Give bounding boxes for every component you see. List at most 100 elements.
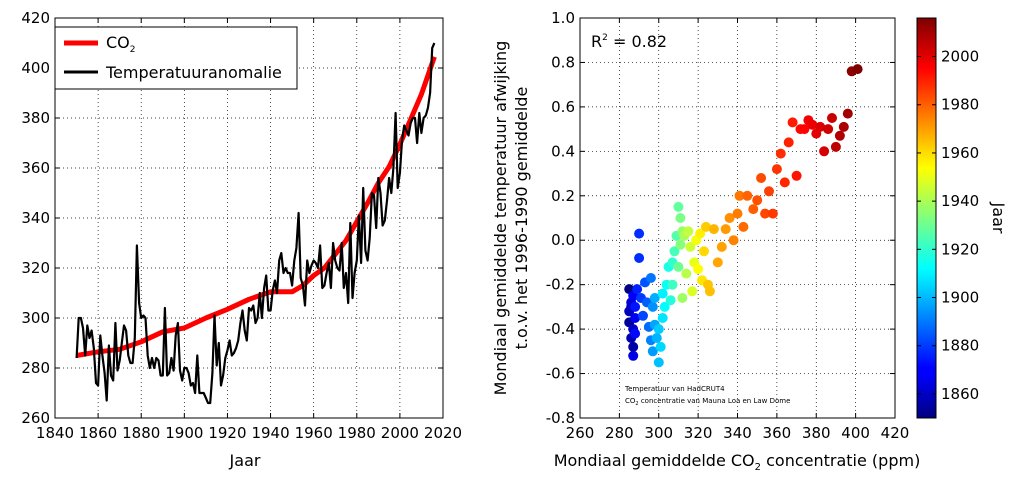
scatter-point [815, 121, 826, 132]
scatter-point [651, 333, 662, 343]
scatter-point [838, 121, 849, 132]
scatter-point [748, 204, 759, 215]
line-chart-legend: CO2 Temperatuuranomalie [54, 26, 298, 90]
x-tick-label: 380 [802, 424, 831, 442]
scatter-point [683, 226, 694, 237]
colorbar-tick-label: 1980 [941, 96, 979, 114]
y-tick-label: 0.4 [551, 142, 575, 160]
scatter-point [775, 148, 786, 159]
scatter-point [732, 208, 743, 219]
scatter-point [681, 268, 692, 279]
y-tick-label: 0.8 [551, 53, 575, 71]
r-squared-label: R2 = 0.82 [591, 32, 667, 51]
legend-box [54, 26, 298, 90]
scatter-point [685, 241, 696, 252]
scatter-point [704, 286, 715, 297]
x-tick-label: 1840 [36, 424, 74, 442]
scatter-point [823, 124, 834, 135]
line-chart-xlabel: Jaar [229, 451, 261, 470]
colorbar-ticks: 1860 1880 1900 1920 1940 1960 1980 2000 [917, 48, 979, 403]
scatter-point [655, 341, 666, 352]
colorbar-tick-label: 1900 [941, 289, 979, 307]
line-chart-panel: 1840 1860 1880 1900 1920 1940 1960 1980 2000 2020… [21, 9, 462, 470]
scatter-point [791, 170, 802, 181]
scatter-point [734, 190, 745, 201]
scatter-point [834, 130, 845, 141]
y-tick-label: 380 [21, 109, 50, 127]
y-tick-label: -0.8 [546, 409, 575, 427]
scatter-point [728, 235, 739, 246]
scatter-point [630, 301, 641, 312]
scatter-point [787, 117, 798, 128]
scatter-point [830, 141, 841, 152]
x-tick-label: 340 [723, 424, 752, 442]
y-tick-label: 1.0 [551, 9, 575, 27]
scatter-point [738, 221, 749, 232]
x-tick-label: 260 [566, 424, 595, 442]
x-tick-label: 1940 [251, 424, 289, 442]
source-note-temperature: Temperatuur van HadCRUT4 [624, 385, 725, 393]
scatter-point [634, 228, 645, 239]
x-tick-label: 400 [841, 424, 870, 442]
x-tick-label: 1960 [295, 424, 333, 442]
scatter-point [634, 253, 645, 263]
colorbar-label: Jaar [989, 202, 1008, 234]
line-chart-ticks: 1840 1860 1880 1900 1920 1940 1960 1980 2000 2020… [21, 9, 462, 442]
scatter-point [673, 261, 684, 272]
x-tick-label: 360 [763, 424, 792, 442]
scatter-point [630, 328, 641, 339]
scatter-point [632, 284, 643, 295]
scatter-point [677, 293, 688, 303]
scatter-point [657, 313, 668, 323]
scatter-point [657, 288, 668, 299]
co2-line [76, 55, 437, 358]
scatter-point [760, 208, 771, 219]
scatter-point [628, 350, 639, 361]
x-tick-label: 320 [684, 424, 713, 442]
legend-label-co2: CO2 [106, 33, 136, 55]
scatter-point [819, 146, 830, 157]
scatter-point [752, 195, 763, 206]
scatter-chart-xlabel: Mondiaal gemiddelde CO2 concentratie (pp… [554, 451, 921, 473]
scatter-point [783, 137, 794, 148]
scatter-point [701, 221, 711, 232]
y-tick-label: 300 [21, 309, 50, 327]
y-tick-label: -0.2 [546, 276, 575, 294]
scatter-point [699, 246, 709, 257]
scatter-point [807, 119, 818, 130]
y-tick-label: 260 [21, 409, 50, 427]
x-tick-label: 1980 [338, 424, 376, 442]
scatter-point [695, 228, 706, 239]
y-tick-label: 400 [21, 59, 50, 77]
scatter-point [779, 177, 790, 188]
scatter-point [667, 279, 678, 290]
y-tick-label: 280 [21, 359, 50, 377]
scatter-point [653, 324, 664, 335]
scatter-point [767, 208, 778, 219]
colorbar-tick-label: 1880 [941, 337, 979, 355]
scatter-point [628, 341, 639, 352]
y-tick-label: 320 [21, 259, 50, 277]
scatter-point [716, 241, 727, 252]
y-tick-label: 0.2 [551, 187, 575, 205]
scatter-point [645, 273, 656, 283]
colorbar: 1860 1880 1900 1920 1940 1960 1980 2000 Jaar [916, 17, 1008, 419]
y-tick-label: 340 [21, 209, 50, 227]
scatter-point [756, 173, 767, 183]
scatter-point [799, 124, 810, 135]
scatter-point [724, 213, 735, 223]
line-chart-series [75, 42, 437, 405]
colorbar-tick-label: 1860 [941, 385, 979, 403]
x-tick-label: 1900 [165, 424, 203, 442]
scatter-point [653, 357, 664, 368]
scatter-point [649, 293, 660, 303]
scatter-point [665, 295, 676, 306]
scatter-point [852, 64, 863, 75]
scatter-point [742, 190, 753, 201]
scatter-point [669, 246, 680, 257]
scatter-point [675, 213, 686, 223]
scatter-point [712, 257, 723, 268]
x-tick-label: 2020 [424, 424, 462, 442]
scatter-point [647, 301, 658, 312]
